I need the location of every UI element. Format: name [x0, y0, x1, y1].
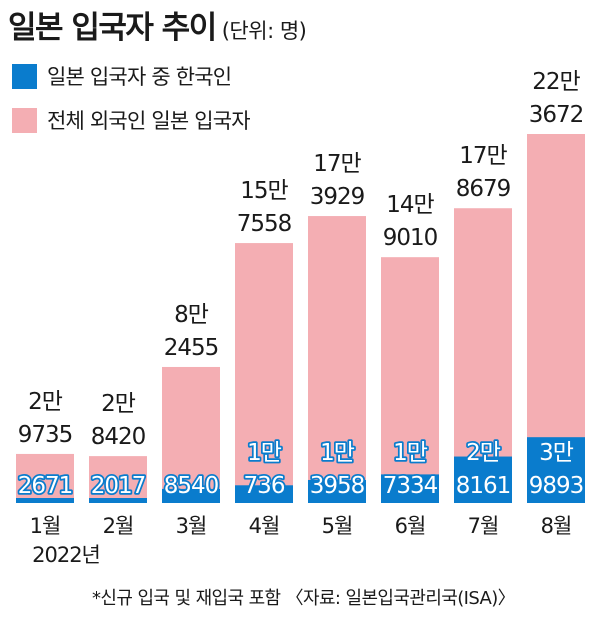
korean-label-3-1: 736	[244, 473, 285, 499]
unit-label: (단위: 명)	[221, 19, 307, 43]
legend-item-korean: 일본 입국자 중 한국인	[12, 54, 250, 98]
x-tick-label-0: 1월	[30, 514, 61, 538]
bar-korean-0	[16, 498, 74, 503]
korean-label-7-0: 3만	[539, 440, 574, 466]
x-tick-label-3: 4월	[249, 514, 280, 538]
bar-korean-1	[89, 498, 147, 503]
total-label-5-0: 14만	[386, 192, 434, 218]
bar-total-2	[162, 366, 220, 503]
total-label-2-1: 2455	[164, 335, 219, 361]
bar-korean-3	[235, 485, 293, 503]
x-tick-label-4: 5월	[322, 514, 353, 538]
bar-total-6	[454, 208, 512, 503]
korean-label-2-0: 8540	[164, 473, 219, 499]
bar-total-0	[16, 453, 74, 503]
korean-label-0-0: 2671	[18, 473, 73, 499]
total-label-1-1: 8420	[91, 424, 146, 450]
total-label-0-1: 9735	[18, 422, 73, 448]
x-year-label: 2022년	[32, 543, 100, 567]
korean-label-4-1: 3958	[310, 473, 365, 499]
korean-label-6-1: 8161	[456, 473, 511, 499]
korean-label-1-0: 2017	[91, 473, 146, 499]
korean-label-5-1: 7334	[383, 473, 438, 499]
legend: 일본 입국자 중 한국인 전체 외국인 일본 입국자	[12, 54, 251, 142]
bar-total-1	[89, 456, 147, 503]
bar-korean-2	[162, 488, 220, 503]
bar-korean-7	[527, 437, 585, 503]
total-label-7-1: 3672	[529, 102, 584, 128]
korean-label-4-0: 1만	[320, 440, 355, 466]
total-label-4-0: 17만	[313, 151, 361, 177]
legend-label-korean: 일본 입국자 중 한국인	[47, 65, 232, 89]
bar-total-4	[308, 216, 366, 503]
bar-total-3	[235, 243, 293, 503]
total-label-0-0: 2만	[28, 389, 63, 415]
total-label-3-0: 15만	[240, 178, 288, 204]
legend-label-total: 전체 외국인 일본 입국자	[47, 109, 251, 133]
x-tick-label-2: 3월	[176, 514, 207, 538]
bar-korean-5	[381, 474, 439, 503]
korean-label-7-1: 9893	[529, 473, 584, 499]
chart-title: 일본 입국자 추이	[8, 10, 217, 46]
x-tick-label-7: 8월	[541, 514, 572, 538]
total-label-6-1: 8679	[456, 176, 511, 202]
korean-label-5-0: 1만	[393, 440, 428, 466]
x-tick-label-6: 7월	[468, 514, 499, 538]
legend-item-total: 전체 외국인 일본 입국자	[12, 98, 251, 142]
total-label-2-0: 8만	[174, 302, 209, 328]
x-tick-label-1: 2월	[103, 514, 134, 538]
x-tick-label-5: 6월	[395, 514, 426, 538]
korean-label-6-0: 2만	[466, 440, 501, 466]
total-label-6-0: 17만	[459, 143, 507, 169]
total-label-5-1: 9010	[383, 225, 438, 251]
total-label-4-1: 3929	[310, 184, 365, 210]
bar-korean-4	[308, 479, 366, 503]
legend-swatch-total	[12, 107, 37, 133]
korean-label-3-0: 1만	[247, 440, 282, 466]
bar-total-5	[381, 257, 439, 503]
legend-swatch-korean	[12, 63, 37, 89]
total-label-3-1: 7558	[237, 211, 292, 237]
title-row: 일본 입국자 추이 (단위: 명)	[8, 2, 307, 47]
total-label-7-0: 22만	[532, 69, 580, 95]
total-label-1-0: 2만	[101, 391, 136, 417]
bar-korean-6	[454, 456, 512, 503]
footnote: *신규 입국 및 재입국 포함 〈자료: 일본입국관리국(ISA)〉	[92, 588, 516, 609]
